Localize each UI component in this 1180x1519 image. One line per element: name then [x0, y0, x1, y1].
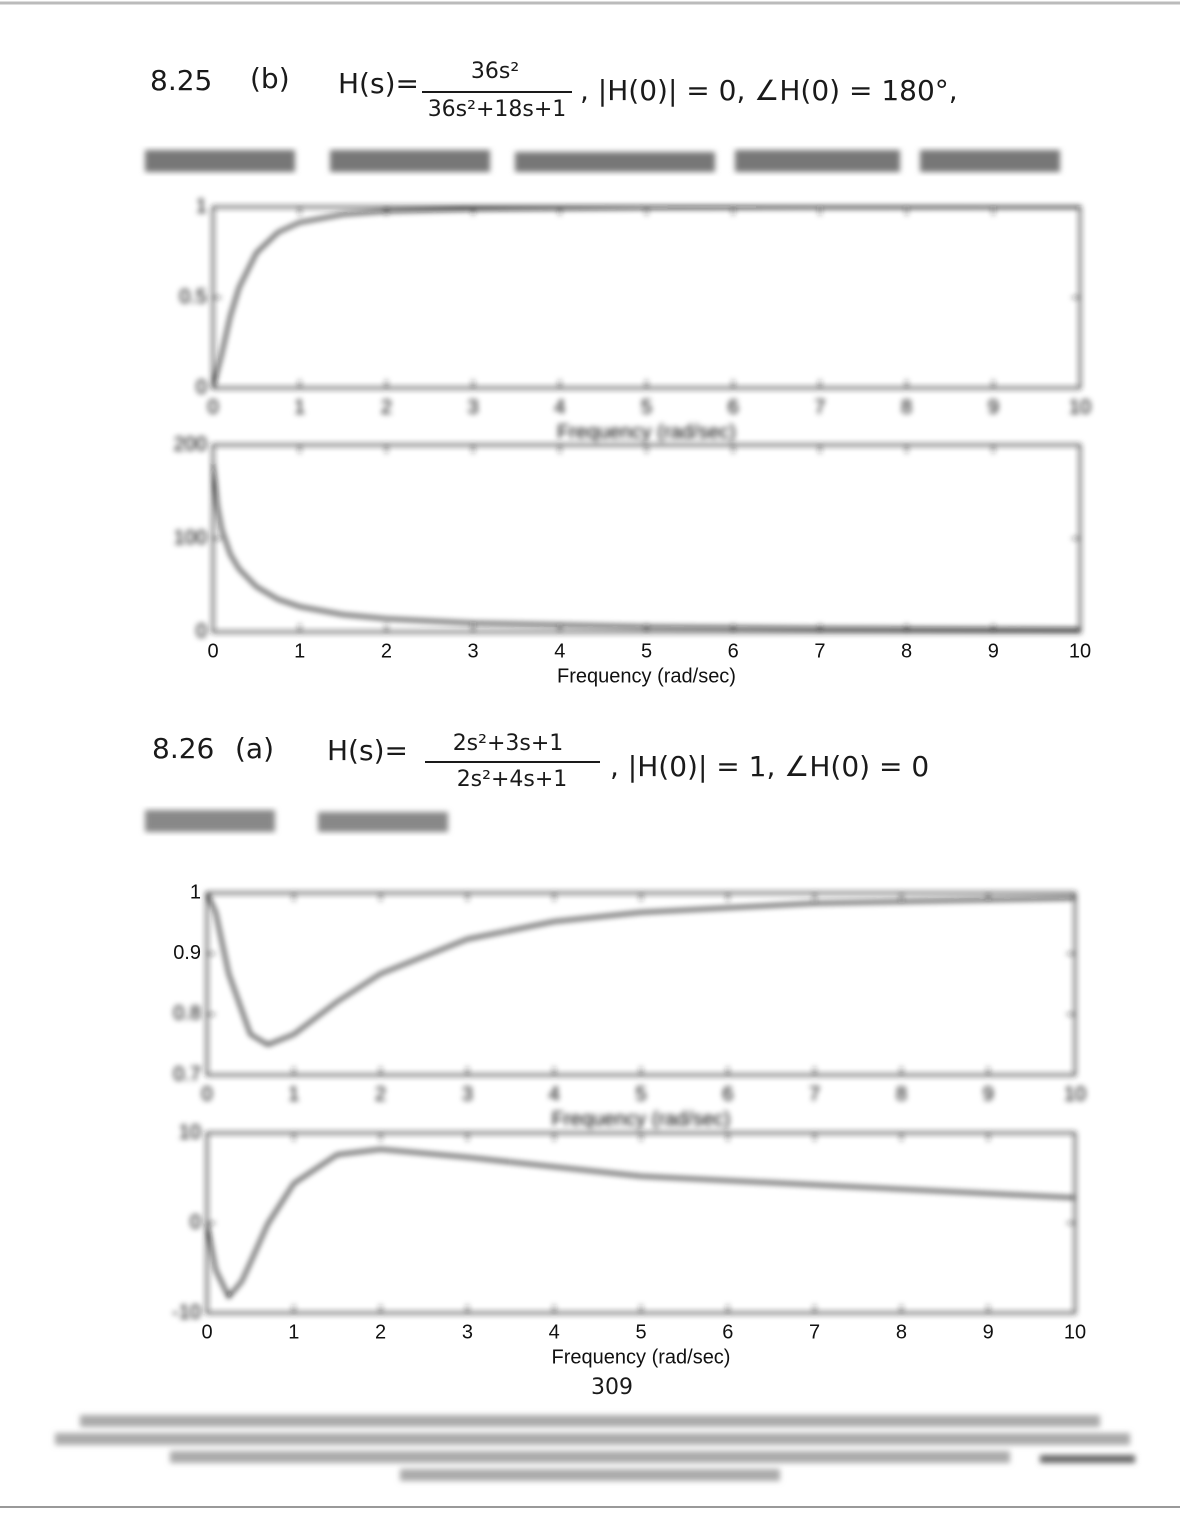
x-tick-label: 10	[1069, 396, 1091, 418]
y-tick-label: 200	[174, 433, 207, 455]
x-tick-label: 6	[722, 1083, 733, 1105]
x-tick-label: 1	[288, 1321, 299, 1343]
curve	[205, 892, 1076, 1047]
x-tick-label: 5	[635, 1321, 646, 1343]
x-tick-label: 4	[554, 640, 565, 662]
problem-part: (a)	[235, 732, 274, 765]
x-tick-label: 2	[375, 1321, 386, 1343]
problem-number: 8.25	[150, 64, 212, 97]
x-axis-label: Frequency (rad/sec)	[557, 421, 736, 443]
illegible-footer	[55, 1415, 1135, 1481]
x-tick-label: 9	[983, 1321, 994, 1343]
x-tick-label: 9	[983, 1083, 994, 1105]
x-tick-label: 0	[207, 640, 218, 662]
problem-part: (b)	[250, 62, 290, 95]
y-tick-label: 0	[196, 620, 207, 642]
x-tick-label: 2	[381, 396, 392, 418]
plot-blurred: -10 0 10	[172, 1121, 1076, 1323]
y-tick-label: 0	[196, 376, 207, 398]
x-tick-label: 8	[901, 640, 912, 662]
denominator: 2s²+4s+1	[457, 767, 568, 792]
x-axis-label: Frequency (rad/sec)	[557, 665, 736, 687]
y-tick-label: 0.8	[173, 1003, 201, 1025]
properties: , |H(0)| = 1, ∠H(0) = 0	[610, 750, 929, 783]
plot-blurred: 0 1 2 3 4 5 6 7 8 9 10 Frequency (rad/sec) 0 0.5 1	[179, 195, 1091, 443]
y-tick-label: -10	[172, 1301, 201, 1323]
x-tick-label: 8	[901, 396, 912, 418]
x-tick-label: 3	[468, 396, 479, 418]
y-tick-label: 1	[196, 195, 207, 217]
x-tick-label: 1	[288, 1083, 299, 1105]
plot-blurred: 0 100 200	[174, 433, 1081, 642]
y-tick-label: 0.9	[173, 942, 201, 964]
plot-blurred: 0 1 2 3 4 5 6 7 8 9 10 Frequency (rad/sec) 0.7 0.8	[173, 892, 1086, 1130]
x-tick-label: 5	[635, 1083, 646, 1105]
curve	[205, 1147, 1076, 1300]
x-tick-label: 6	[722, 1321, 733, 1343]
x-tick-label: 4	[554, 396, 565, 418]
y-tick-label: 0	[190, 1211, 201, 1233]
numerator: 2s²+3s+1	[453, 731, 564, 756]
x-tick-label: 7	[809, 1321, 820, 1343]
x-tick-label: 2	[375, 1083, 386, 1105]
x-tick-label: 4	[549, 1083, 560, 1105]
x-tick-label: 10	[1069, 640, 1091, 662]
y-tick-label: 100	[174, 527, 207, 549]
x-axis-label: Frequency (rad/sec)	[552, 1346, 731, 1368]
x-axis-label: Frequency (rad/sec)	[552, 1108, 731, 1130]
x-tick-label: 3	[462, 1321, 473, 1343]
x-tick-label: 9	[988, 396, 999, 418]
numerator: 36s²	[471, 59, 519, 84]
illegible-line	[145, 150, 1060, 172]
y-tick-label: 10	[179, 1121, 201, 1143]
x-tick-label: 9	[988, 640, 999, 662]
curve	[211, 463, 1081, 631]
x-tick-label: 3	[468, 640, 479, 662]
x-tick-label: 6	[728, 640, 739, 662]
plot-sharp: 0 1 2 3 4 5 6 7 8 9 10 Frequency (rad/sec)	[201, 1321, 1086, 1368]
illegible-line	[145, 810, 448, 832]
lhs: H(s)=	[338, 67, 419, 100]
denominator: 36s²+18s+1	[428, 97, 567, 122]
problem-number: 8.26	[152, 732, 214, 765]
x-tick-label: 5	[641, 640, 652, 662]
curve	[211, 205, 1081, 389]
x-tick-label: 0	[207, 396, 218, 418]
properties: , |H(0)| = 0, ∠H(0) = 180°,	[580, 74, 958, 107]
plot-sharp: 0.91	[173, 881, 201, 964]
y-tick-label: 0.5	[179, 286, 207, 308]
x-tick-label: 1	[294, 640, 305, 662]
lhs: H(s)=	[327, 734, 408, 767]
x-tick-label: 5	[641, 396, 652, 418]
x-tick-label: 10	[1064, 1321, 1086, 1343]
x-tick-label: 1	[294, 396, 305, 418]
y-tick-label: 1	[190, 881, 201, 903]
x-tick-label: 7	[814, 640, 825, 662]
x-tick-label: 0	[201, 1321, 212, 1343]
x-tick-label: 8	[896, 1083, 907, 1105]
x-tick-label: 3	[462, 1083, 473, 1105]
x-tick-label: 8	[896, 1321, 907, 1343]
x-tick-label: 10	[1064, 1083, 1086, 1105]
plot-sharp: 0 1 2 3 4 5 6 7 8 9 10 Frequency (rad/sec)	[207, 640, 1091, 687]
x-tick-label: 2	[381, 640, 392, 662]
page-number: 309	[591, 1375, 633, 1400]
x-tick-label: 4	[549, 1321, 560, 1343]
x-tick-label: 6	[728, 396, 739, 418]
x-tick-label: 7	[809, 1083, 820, 1105]
x-tick-label: 7	[814, 396, 825, 418]
y-tick-label: 0.7	[173, 1063, 201, 1085]
x-tick-label: 0	[201, 1083, 212, 1105]
